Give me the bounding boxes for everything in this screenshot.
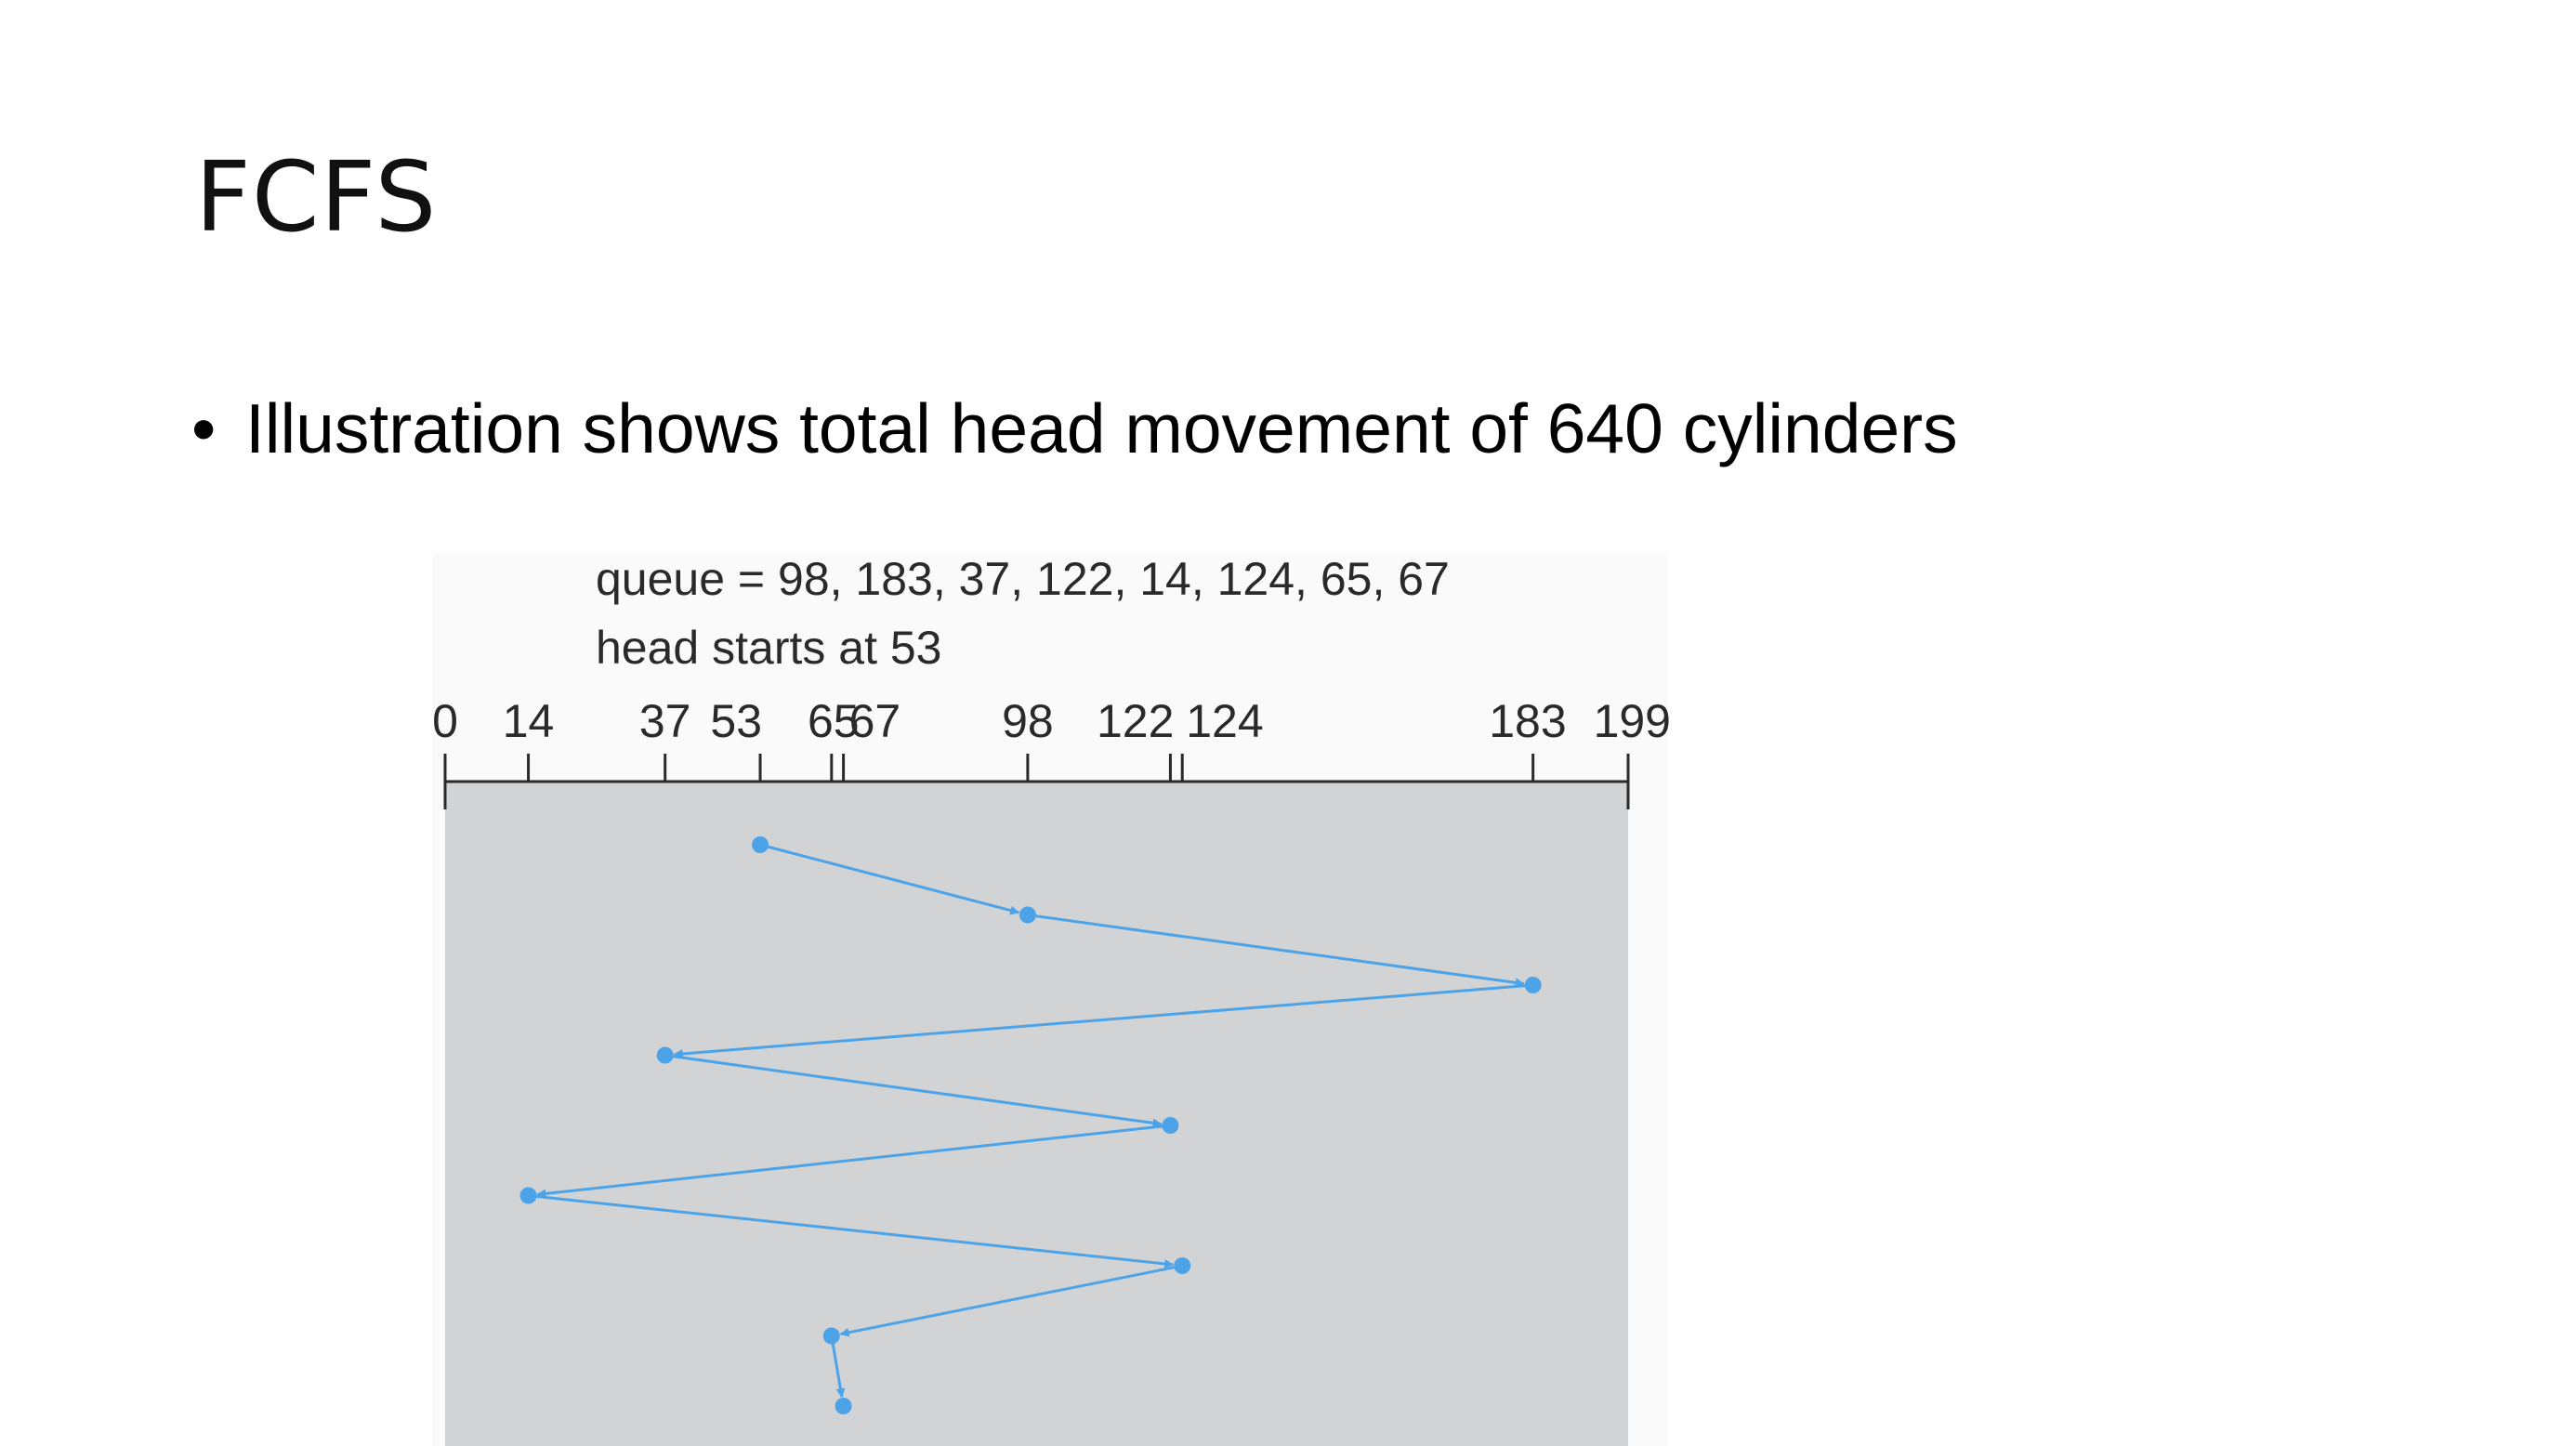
path-segment-122-to-14: [536, 1124, 1171, 1199]
bullet-item: • Illustration shows total head movement …: [191, 394, 1958, 464]
axis-label-199: 199: [1594, 695, 1671, 747]
head-position-122: [1162, 1117, 1179, 1134]
queue-caption: queue = 98, 183, 37, 122, 14, 124, 65, 6…: [596, 553, 1450, 605]
path-segment-124-to-65: [839, 1264, 1183, 1337]
schedule-panel: [445, 782, 1628, 1446]
path-segment-183-to-37: [673, 983, 1533, 1058]
path-segment-53-to-98: [759, 843, 1020, 915]
axis-label-98: 98: [1002, 695, 1054, 747]
head-position-65: [822, 1327, 840, 1345]
head-movement-path: [519, 836, 1542, 1414]
head-position-98: [1019, 906, 1036, 924]
axis-label-67: 67: [849, 695, 901, 747]
axis-label-122: 122: [1097, 695, 1174, 747]
head-position-124: [1174, 1257, 1191, 1274]
path-segment-98-to-183: [1027, 914, 1525, 988]
axis-label-53: 53: [710, 695, 762, 747]
head-position-183: [1524, 977, 1542, 993]
path-segment-65-to-67: [830, 1335, 846, 1399]
head-position-67: [835, 1398, 852, 1414]
axis-label-124: 124: [1186, 695, 1263, 747]
bullet-marker: •: [191, 389, 217, 467]
axis-label-37: 37: [639, 695, 691, 747]
axis-label-14: 14: [503, 695, 555, 747]
head-position-53: [752, 836, 769, 853]
head-position-37: [656, 1046, 674, 1064]
head-position-14: [519, 1187, 537, 1204]
axis-label-65: 65: [808, 695, 860, 747]
axis-label-0: 0: [432, 695, 458, 747]
path-segment-14-to-124: [528, 1194, 1175, 1269]
axis-label-183: 183: [1489, 695, 1566, 747]
slide-title: FCFS: [195, 140, 438, 254]
head-start-caption: head starts at 53: [596, 622, 941, 674]
path-segment-37-to-122: [664, 1054, 1163, 1128]
bullet-text: Illustration shows total head movement o…: [245, 389, 1958, 467]
